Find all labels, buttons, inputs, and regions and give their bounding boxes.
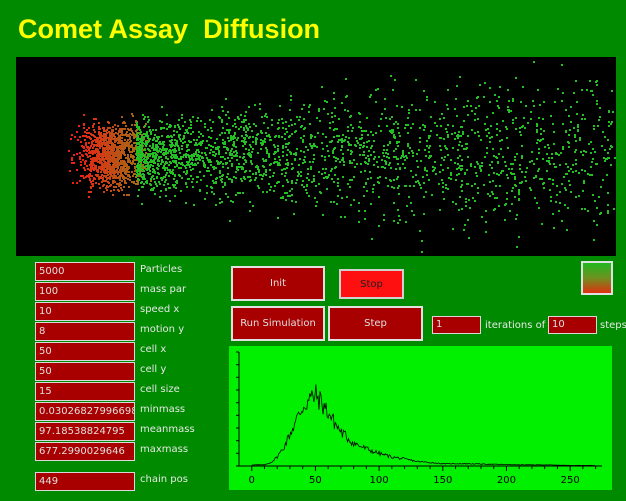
chain-pos-field[interactable]: 449 [35,472,135,491]
iterations-label: iterations of [485,320,546,331]
x-tick-label: 150 [433,475,452,486]
color-scale-swatch[interactable] [581,261,613,295]
param-field[interactable]: 50 [35,362,135,381]
step-button[interactable]: Step [328,306,423,341]
mass-series-line [251,384,596,466]
param-field[interactable]: 15 [35,382,135,401]
param-field[interactable]: 50 [35,342,135,361]
param-field[interactable]: 5000 [35,262,135,281]
param-field[interactable]: 10 [35,302,135,321]
param-label: Particles [140,264,183,275]
param-label: maxmass [140,444,189,455]
x-tick-label: 0 [249,475,255,486]
iterations-field[interactable]: 1 [432,316,481,334]
x-tick-label: 200 [497,475,516,486]
param-field[interactable]: 100 [35,282,135,301]
param-label: speed x [140,304,180,315]
run-simulation-button[interactable]: Run Simulation [231,306,325,341]
simulation-canvas [16,57,616,256]
app-title: Comet Assay Diffusion [18,14,321,44]
param-label: mass par [140,284,187,295]
x-tick-label: 100 [370,475,389,486]
x-tick-label: 250 [561,475,580,486]
init-button[interactable]: Init [231,266,325,301]
param-label: cell size [140,384,180,395]
steps-field[interactable]: 10 [548,316,597,334]
stop-button[interactable]: Stop [339,269,404,299]
x-tick-label: 50 [309,475,322,486]
param-label: minmass [140,404,186,415]
steps-label: steps [600,320,626,331]
param-field[interactable]: 677.2990029646 [35,442,135,461]
param-label: meanmass [140,424,195,435]
param-field[interactable]: 97.18538824795 [35,422,135,441]
param-label: cell y [140,364,167,375]
chain-pos-label: chain pos [140,474,188,485]
param-label: motion y [140,324,185,335]
param-label: cell x [140,344,167,355]
param-field[interactable]: 8 [35,322,135,341]
mass-distribution-chart: 0 50 100 150 200 250 [229,346,612,490]
param-field[interactable]: 0.03026827996698 [35,402,135,421]
